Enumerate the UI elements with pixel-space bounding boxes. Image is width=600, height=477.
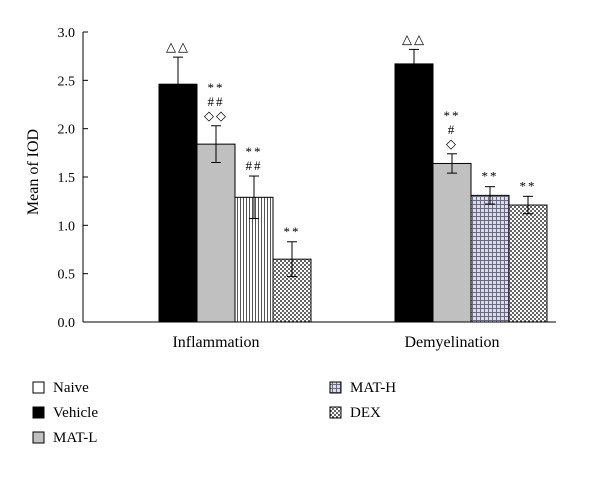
chart-bars — [158, 48, 548, 323]
bar-dex-demyelination — [508, 204, 548, 323]
bar-vehicle-demyelination — [394, 63, 434, 323]
y-tick-label: 1.5 — [58, 171, 76, 186]
significance-marker: ## — [208, 94, 225, 109]
bar-vehicle-inflammation — [158, 83, 198, 323]
bar-mat-h-demyelination — [470, 194, 510, 323]
significance-marker: ** — [284, 224, 301, 239]
significance-marker: ## — [246, 158, 263, 173]
legend-label-dex: DEX — [350, 405, 381, 421]
legend-swatch-dex — [329, 406, 342, 419]
legend-label-mat-h: MAT-H — [350, 380, 396, 396]
bar-mat-l-inflammation — [196, 143, 236, 323]
significance-marker: ◇◇ — [204, 108, 228, 123]
significance-marker: ** — [444, 108, 461, 123]
y-tick-label: 3.0 — [58, 26, 76, 41]
significance-marker: ** — [482, 169, 499, 184]
y-axis-label: Mean of IOD — [25, 129, 42, 215]
bar-mat-l-demyelination — [432, 162, 472, 323]
chart-annotations: △△**##◇◇**##**△△**#◇**** — [166, 31, 537, 239]
y-tick-label: 2.0 — [58, 123, 76, 138]
significance-marker: △△ — [166, 39, 190, 54]
legend-label-naive: Naive — [53, 380, 89, 396]
significance-marker: # — [448, 122, 457, 137]
y-tick-label: 0.0 — [58, 316, 76, 331]
significance-marker: △△ — [402, 31, 426, 46]
y-tick-label: 2.5 — [58, 74, 76, 89]
legend-label-mat-l: MAT-L — [53, 430, 97, 446]
y-tick-label: 1.0 — [58, 219, 76, 234]
chart-axes: 0.0 0.5 1.0 1.5 2.0 2.5 3.0 Inflammation Demyeli… — [58, 26, 556, 351]
legend-swatch-mat-h — [329, 381, 342, 394]
significance-marker: ** — [520, 178, 537, 193]
x-tick-label: Inflammation — [172, 334, 259, 351]
legend-swatch-mat-l — [32, 431, 45, 444]
significance-marker: ** — [208, 80, 225, 95]
chart-legend: Naive Vehicle MAT-L MAT-H DEX — [32, 380, 396, 446]
legend-label-vehicle: Vehicle — [53, 405, 98, 421]
significance-marker: ◇ — [446, 136, 458, 151]
x-tick-label: Demyelination — [404, 334, 499, 351]
legend-swatch-vehicle — [32, 406, 45, 419]
y-tick-label: 0.5 — [58, 268, 76, 283]
legend-swatch-naive — [32, 381, 45, 394]
significance-marker: ** — [246, 144, 263, 159]
